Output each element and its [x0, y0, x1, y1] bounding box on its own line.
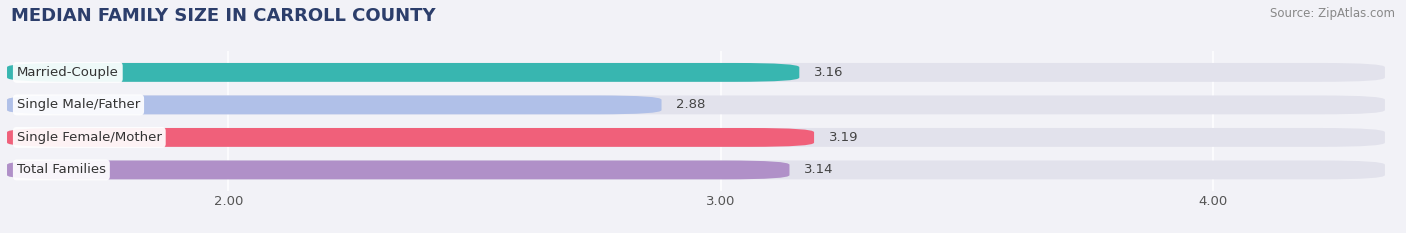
FancyBboxPatch shape	[7, 128, 1385, 147]
Text: Source: ZipAtlas.com: Source: ZipAtlas.com	[1270, 7, 1395, 20]
FancyBboxPatch shape	[7, 96, 661, 114]
FancyBboxPatch shape	[7, 96, 1385, 114]
Text: 3.14: 3.14	[804, 163, 834, 176]
FancyBboxPatch shape	[7, 63, 799, 82]
Text: 2.88: 2.88	[676, 98, 706, 111]
Text: Single Male/Father: Single Male/Father	[17, 98, 141, 111]
Text: Single Female/Mother: Single Female/Mother	[17, 131, 162, 144]
Text: Married-Couple: Married-Couple	[17, 66, 118, 79]
Text: 3.16: 3.16	[814, 66, 844, 79]
Text: MEDIAN FAMILY SIZE IN CARROLL COUNTY: MEDIAN FAMILY SIZE IN CARROLL COUNTY	[11, 7, 436, 25]
FancyBboxPatch shape	[7, 161, 1385, 179]
FancyBboxPatch shape	[7, 128, 814, 147]
FancyBboxPatch shape	[7, 161, 790, 179]
Text: Total Families: Total Families	[17, 163, 105, 176]
Text: 3.19: 3.19	[828, 131, 858, 144]
FancyBboxPatch shape	[7, 63, 1385, 82]
